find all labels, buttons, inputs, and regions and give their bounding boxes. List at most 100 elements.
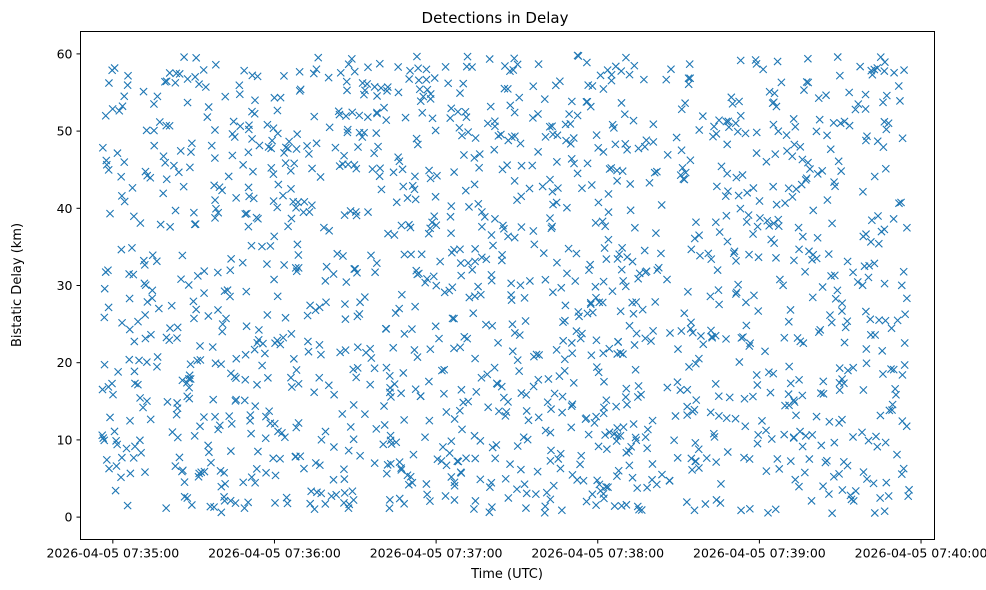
data-point: [273, 203, 282, 212]
data-point: [382, 469, 391, 478]
data-point: [696, 331, 705, 340]
data-point: [457, 131, 466, 140]
data-point: [577, 329, 586, 338]
data-point: [845, 88, 854, 97]
data-point: [336, 348, 345, 357]
data-point: [485, 483, 494, 492]
data-point: [332, 490, 341, 499]
data-point: [652, 167, 661, 176]
data-point: [722, 334, 731, 343]
data-point: [599, 85, 608, 93]
data-point: [846, 491, 855, 500]
data-point: [195, 80, 204, 89]
data-point: [100, 436, 109, 445]
data-point: [462, 454, 471, 463]
data-point: [767, 235, 776, 244]
data-point: [463, 334, 472, 343]
data-point: [843, 366, 852, 375]
data-point: [455, 123, 464, 132]
data-point: [126, 469, 135, 478]
data-point: [438, 442, 447, 451]
data-point: [632, 436, 641, 445]
data-point: [599, 147, 608, 156]
data-point: [295, 67, 304, 76]
data-point: [615, 250, 624, 259]
data-point: [220, 468, 229, 477]
data-point: [694, 354, 703, 363]
data-point: [570, 159, 579, 168]
data-point: [407, 325, 416, 334]
data-point: [218, 327, 227, 336]
data-point: [592, 501, 601, 510]
data-point: [692, 396, 701, 405]
data-point: [736, 56, 745, 65]
data-point: [534, 375, 543, 384]
data-point: [875, 316, 884, 325]
data-point: [444, 79, 453, 88]
data-point: [900, 361, 909, 369]
data-point: [412, 52, 421, 61]
data-point: [498, 250, 507, 259]
data-point: [395, 494, 404, 503]
data-point: [613, 166, 621, 175]
data-point: [577, 184, 586, 193]
data-point: [265, 407, 274, 416]
chart-title: Detections in Delay: [422, 9, 569, 27]
data-point: [774, 215, 783, 224]
data-point: [377, 185, 386, 194]
data-point: [480, 212, 489, 221]
data-point: [510, 233, 519, 242]
data-point: [353, 268, 361, 277]
data-point: [596, 486, 605, 495]
data-point: [180, 478, 189, 487]
data-point: [432, 171, 441, 180]
data-point: [628, 257, 637, 266]
data-point: [260, 349, 269, 358]
data-point: [663, 383, 672, 392]
data-point: [152, 257, 161, 266]
data-point: [490, 145, 499, 154]
data-point: [533, 467, 542, 476]
data-point: [270, 232, 279, 241]
data-point: [387, 440, 396, 449]
data-point: [400, 499, 409, 508]
data-point: [488, 443, 497, 452]
data-point: [602, 255, 611, 264]
data-point: [425, 497, 434, 506]
data-point: [140, 279, 149, 288]
data-point: [683, 411, 692, 420]
data-point: [397, 464, 406, 473]
data-point: [900, 339, 909, 347]
data-point: [281, 313, 290, 322]
data-point: [171, 206, 180, 215]
data-point: [715, 300, 724, 309]
data-point: [148, 286, 157, 295]
data-point: [879, 98, 887, 107]
data-point: [789, 396, 798, 405]
data-point: [880, 67, 889, 76]
data-point: [874, 239, 883, 248]
data-point: [749, 291, 758, 300]
data-point: [468, 265, 477, 274]
data-point: [300, 197, 309, 206]
data-point: [130, 367, 139, 376]
data-point: [120, 158, 129, 167]
data-point: [253, 447, 262, 456]
data-point: [603, 483, 612, 492]
data-point: [835, 386, 844, 395]
data-point: [634, 274, 643, 283]
data-point: [315, 340, 324, 349]
data-point: [902, 223, 911, 232]
data-point: [386, 431, 395, 440]
data-point: [573, 51, 582, 60]
data-point: [649, 326, 658, 335]
data-point: [799, 86, 808, 95]
data-point: [422, 274, 431, 283]
data-point: [562, 203, 571, 212]
data-point: [522, 406, 531, 415]
data-point: [358, 132, 367, 141]
data-point: [165, 121, 174, 130]
data-point: [118, 318, 127, 327]
data-point: [464, 202, 473, 211]
data-point: [573, 111, 582, 120]
